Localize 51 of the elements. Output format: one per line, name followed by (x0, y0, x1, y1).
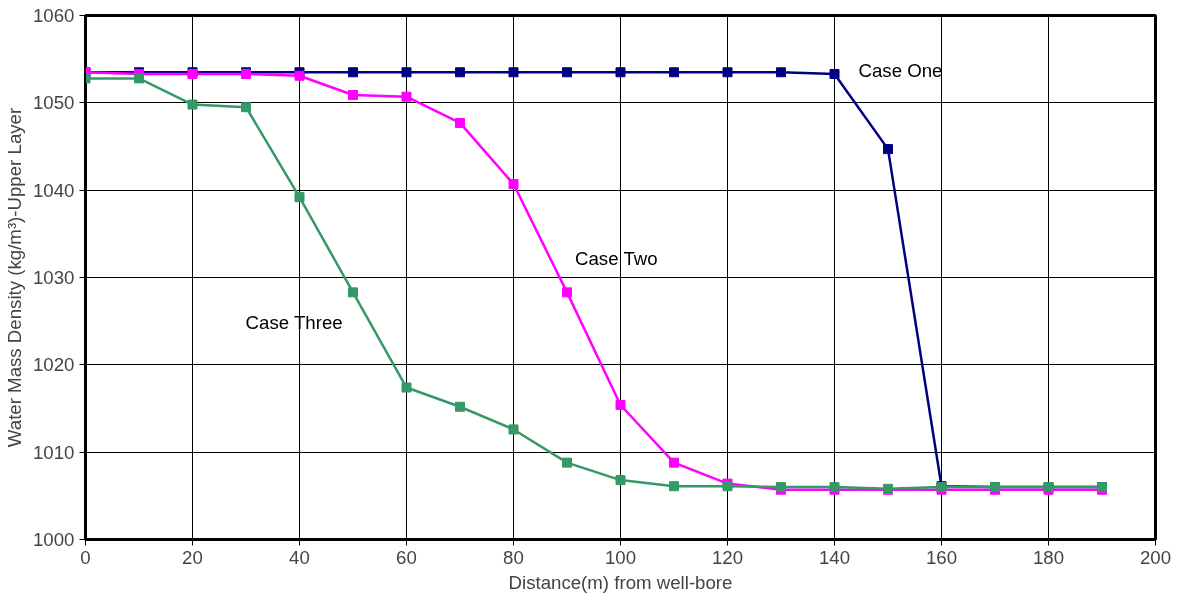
point (401, 91, 412, 102)
point (508, 67, 519, 78)
point (669, 67, 679, 78)
y-tick-label: 1040 (33, 179, 75, 201)
y-tick-label: 1010 (33, 441, 75, 463)
point (615, 67, 626, 78)
x-tick-label: 60 (396, 546, 417, 568)
y-tick-label: 1060 (33, 5, 75, 26)
y-tick-label: 1030 (33, 267, 75, 288)
point (562, 287, 572, 298)
point (455, 117, 465, 128)
point (348, 89, 358, 100)
point (241, 102, 251, 113)
point (455, 67, 465, 78)
x-tick-label: 200 (1139, 546, 1172, 568)
point (669, 481, 679, 492)
point (883, 144, 893, 155)
x-tick-label: 120 (711, 546, 744, 568)
x-tick-label: 40 (289, 546, 310, 568)
x-tick-label: 80 (503, 546, 524, 568)
x-tick-label: 0 (80, 546, 91, 568)
x-tick-label: 160 (925, 546, 958, 568)
y-axis-title: Water Mass Density (kg/m³)-Upper Layer (4, 107, 25, 448)
point (508, 179, 519, 190)
point (615, 400, 626, 411)
x-axis-title: Distance(m) from well-bore (508, 571, 733, 593)
x-tick-label: 20 (182, 546, 203, 568)
point (562, 457, 572, 468)
point (508, 424, 519, 435)
y-tick-label: 1020 (33, 354, 75, 376)
point (187, 99, 198, 110)
point (348, 287, 358, 298)
point (455, 401, 465, 412)
point (829, 69, 840, 80)
point (134, 73, 144, 84)
y-tick-label: 1000 (33, 529, 75, 550)
point (294, 192, 305, 203)
point (722, 67, 733, 78)
point (348, 67, 358, 78)
point (776, 67, 786, 78)
series-label: Case One (858, 59, 943, 81)
x-tick-label: 100 (604, 546, 637, 568)
series-label: Case Two (575, 247, 658, 269)
x-tick-label: 180 (1032, 546, 1065, 568)
point (401, 67, 412, 78)
point (615, 475, 626, 486)
x-tick-label: 140 (818, 546, 851, 568)
point (401, 382, 412, 393)
point (562, 67, 572, 78)
y-tick-label: 1050 (33, 92, 75, 114)
point (669, 457, 679, 468)
